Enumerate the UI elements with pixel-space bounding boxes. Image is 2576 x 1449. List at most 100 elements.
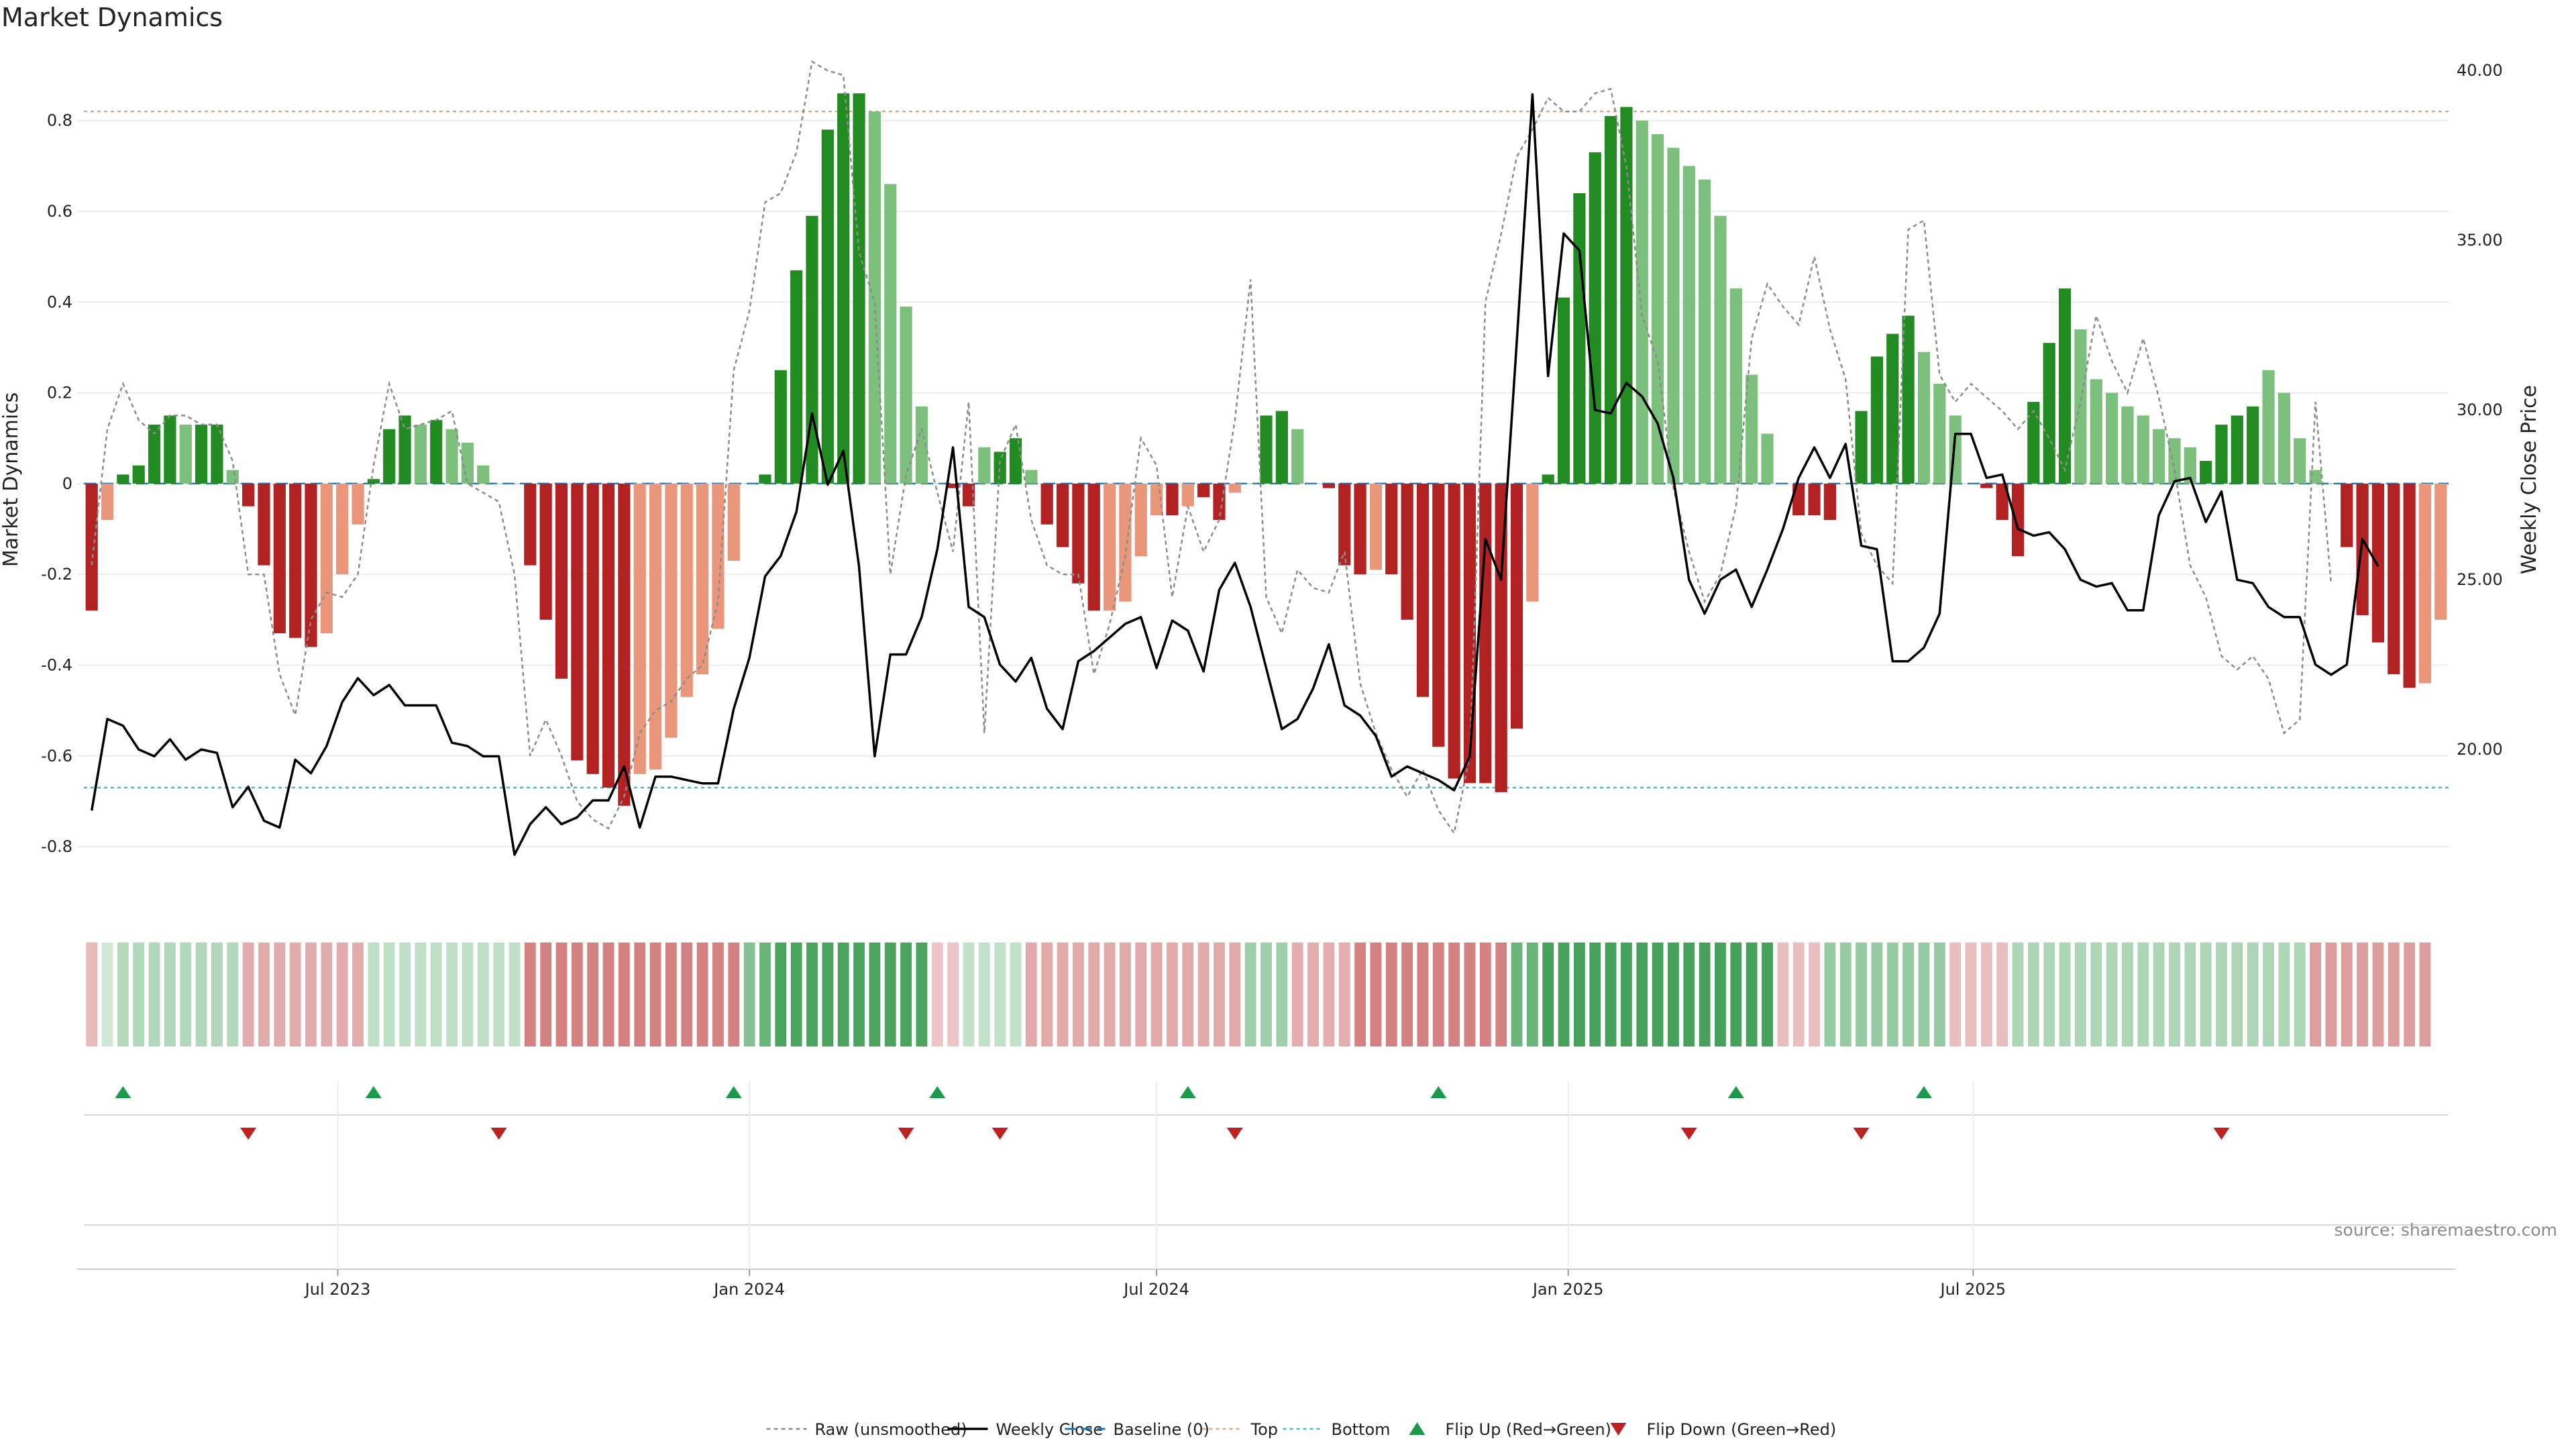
source-note: source: sharemaestro.com [2334,1220,2558,1240]
dynamics-bar [915,406,928,484]
flip-up-marker [929,1086,946,1098]
heat-cell [822,943,834,1046]
left-tick-label: 0 [62,474,72,493]
weekly-close-line [90,93,2379,856]
heat-cell [352,943,364,1046]
dynamics-bar [1980,483,1993,488]
heat-cell [2231,943,2243,1046]
heat-cell [1119,943,1131,1046]
dynamics-bar [2215,424,2228,484]
heat-cell [2169,943,2180,1046]
x-tick-label: Jul 2024 [1122,1280,1189,1299]
heat-cell [2263,943,2274,1046]
dynamics-bar [2262,370,2275,484]
heat-cell [1996,943,2008,1046]
dynamics-bar [1322,483,1335,488]
dynamics-bar [649,483,662,770]
dynamics-bar [1823,483,1837,520]
heat-cell [1605,943,1617,1046]
heat-cell [1276,943,1288,1046]
flip-down-marker [490,1128,507,1140]
heat-cell [1104,943,1116,1046]
heat-cell [336,943,348,1046]
dynamics-bar [821,129,834,484]
heat-cell [1182,943,1194,1046]
heat-cell [289,943,301,1046]
dynamics-bar [1855,411,1868,484]
dynamics-bar [1338,483,1351,566]
heat-cell [587,943,599,1046]
heat-cell [101,943,113,1046]
dynamics-bar [1604,115,1617,484]
dynamics-bar [1181,483,1194,506]
heat-cell [1762,943,1773,1046]
dynamics-bar [101,483,114,520]
x-axis-ticks: Jul 2023 Jan 2024 Jul 2024 Jan 2025 Jul 2025 [304,1081,2006,1299]
left-tick-label: -0.8 [41,837,72,856]
page-title: Market Dynamics [1,3,223,32]
dynamics-bar [148,424,161,484]
dynamics-bar [1589,152,1601,484]
dynamics-bar [790,270,803,484]
dynamics-bar [602,483,615,788]
dynamics-bar [1933,384,1946,484]
heat-cell [759,943,771,1046]
dynamics-bar [2168,438,2181,484]
dynamics-bar [1682,166,1695,484]
dynamics-bar [2418,483,2432,684]
dynamics-bar [1542,474,1554,484]
heat-cell [1135,943,1147,1046]
legend-label: Raw (unsmoothed) [815,1420,967,1439]
legend-item: Raw (unsmoothed) [766,1420,967,1439]
dynamics-bar [555,483,568,679]
heat-cell [1057,943,1069,1046]
heat-cell [462,943,474,1046]
heat-cell [696,943,708,1046]
heat-cell [571,943,583,1046]
dynamics-bar [430,420,443,484]
heat-cell [555,943,568,1046]
heat-cell [994,943,1006,1046]
left-tick-label: 0.6 [47,202,72,221]
heat-cell [1668,943,1679,1046]
dynamics-bar [2074,329,2087,484]
dynamics-bar [2371,483,2385,643]
heat-cell [1338,943,1350,1046]
dynamics-bar [712,483,724,629]
heat-cell [1511,943,1523,1046]
dynamics-bar [1119,483,1132,602]
dynamics-bar [1495,483,1507,792]
dynamics-bar [85,483,98,611]
heat-cell [493,943,505,1046]
dynamics-bar [2184,447,2196,484]
heat-cell [1699,943,1711,1046]
heat-cell [947,943,959,1046]
flip-down-marker [240,1128,257,1140]
heat-cell [1010,943,1022,1046]
series-lines [90,60,2379,856]
grid-lines [77,119,2449,848]
legend-swatch-flip-up [1409,1422,1426,1435]
dynamics-bar [806,215,818,484]
heat-cell [1965,943,1977,1046]
dynamics-bar [1667,148,1680,484]
dynamics-bar [2105,392,2118,484]
dynamics-bar [1040,483,1053,525]
dynamics-bar [320,483,333,634]
dynamics-bar [383,429,396,484]
dynamics-bar [1917,352,1931,484]
dynamics-bar [1416,483,1430,697]
heat-cell [1401,943,1413,1046]
dynamics-bar [164,415,176,484]
heat-cell [743,943,755,1046]
dynamics-bar [1087,483,1100,611]
heat-cell [1933,943,1945,1046]
dynamics-bar [1463,483,1477,784]
dynamics-bar [367,479,380,484]
dynamics-bar [398,415,411,484]
dynamics-bar [1291,429,1304,484]
right-tick-label: 25.00 [2457,570,2503,589]
dynamics-bar [1510,483,1523,729]
flip-markers-panel [84,1086,2449,1140]
dynamics-bar [1401,483,1413,620]
